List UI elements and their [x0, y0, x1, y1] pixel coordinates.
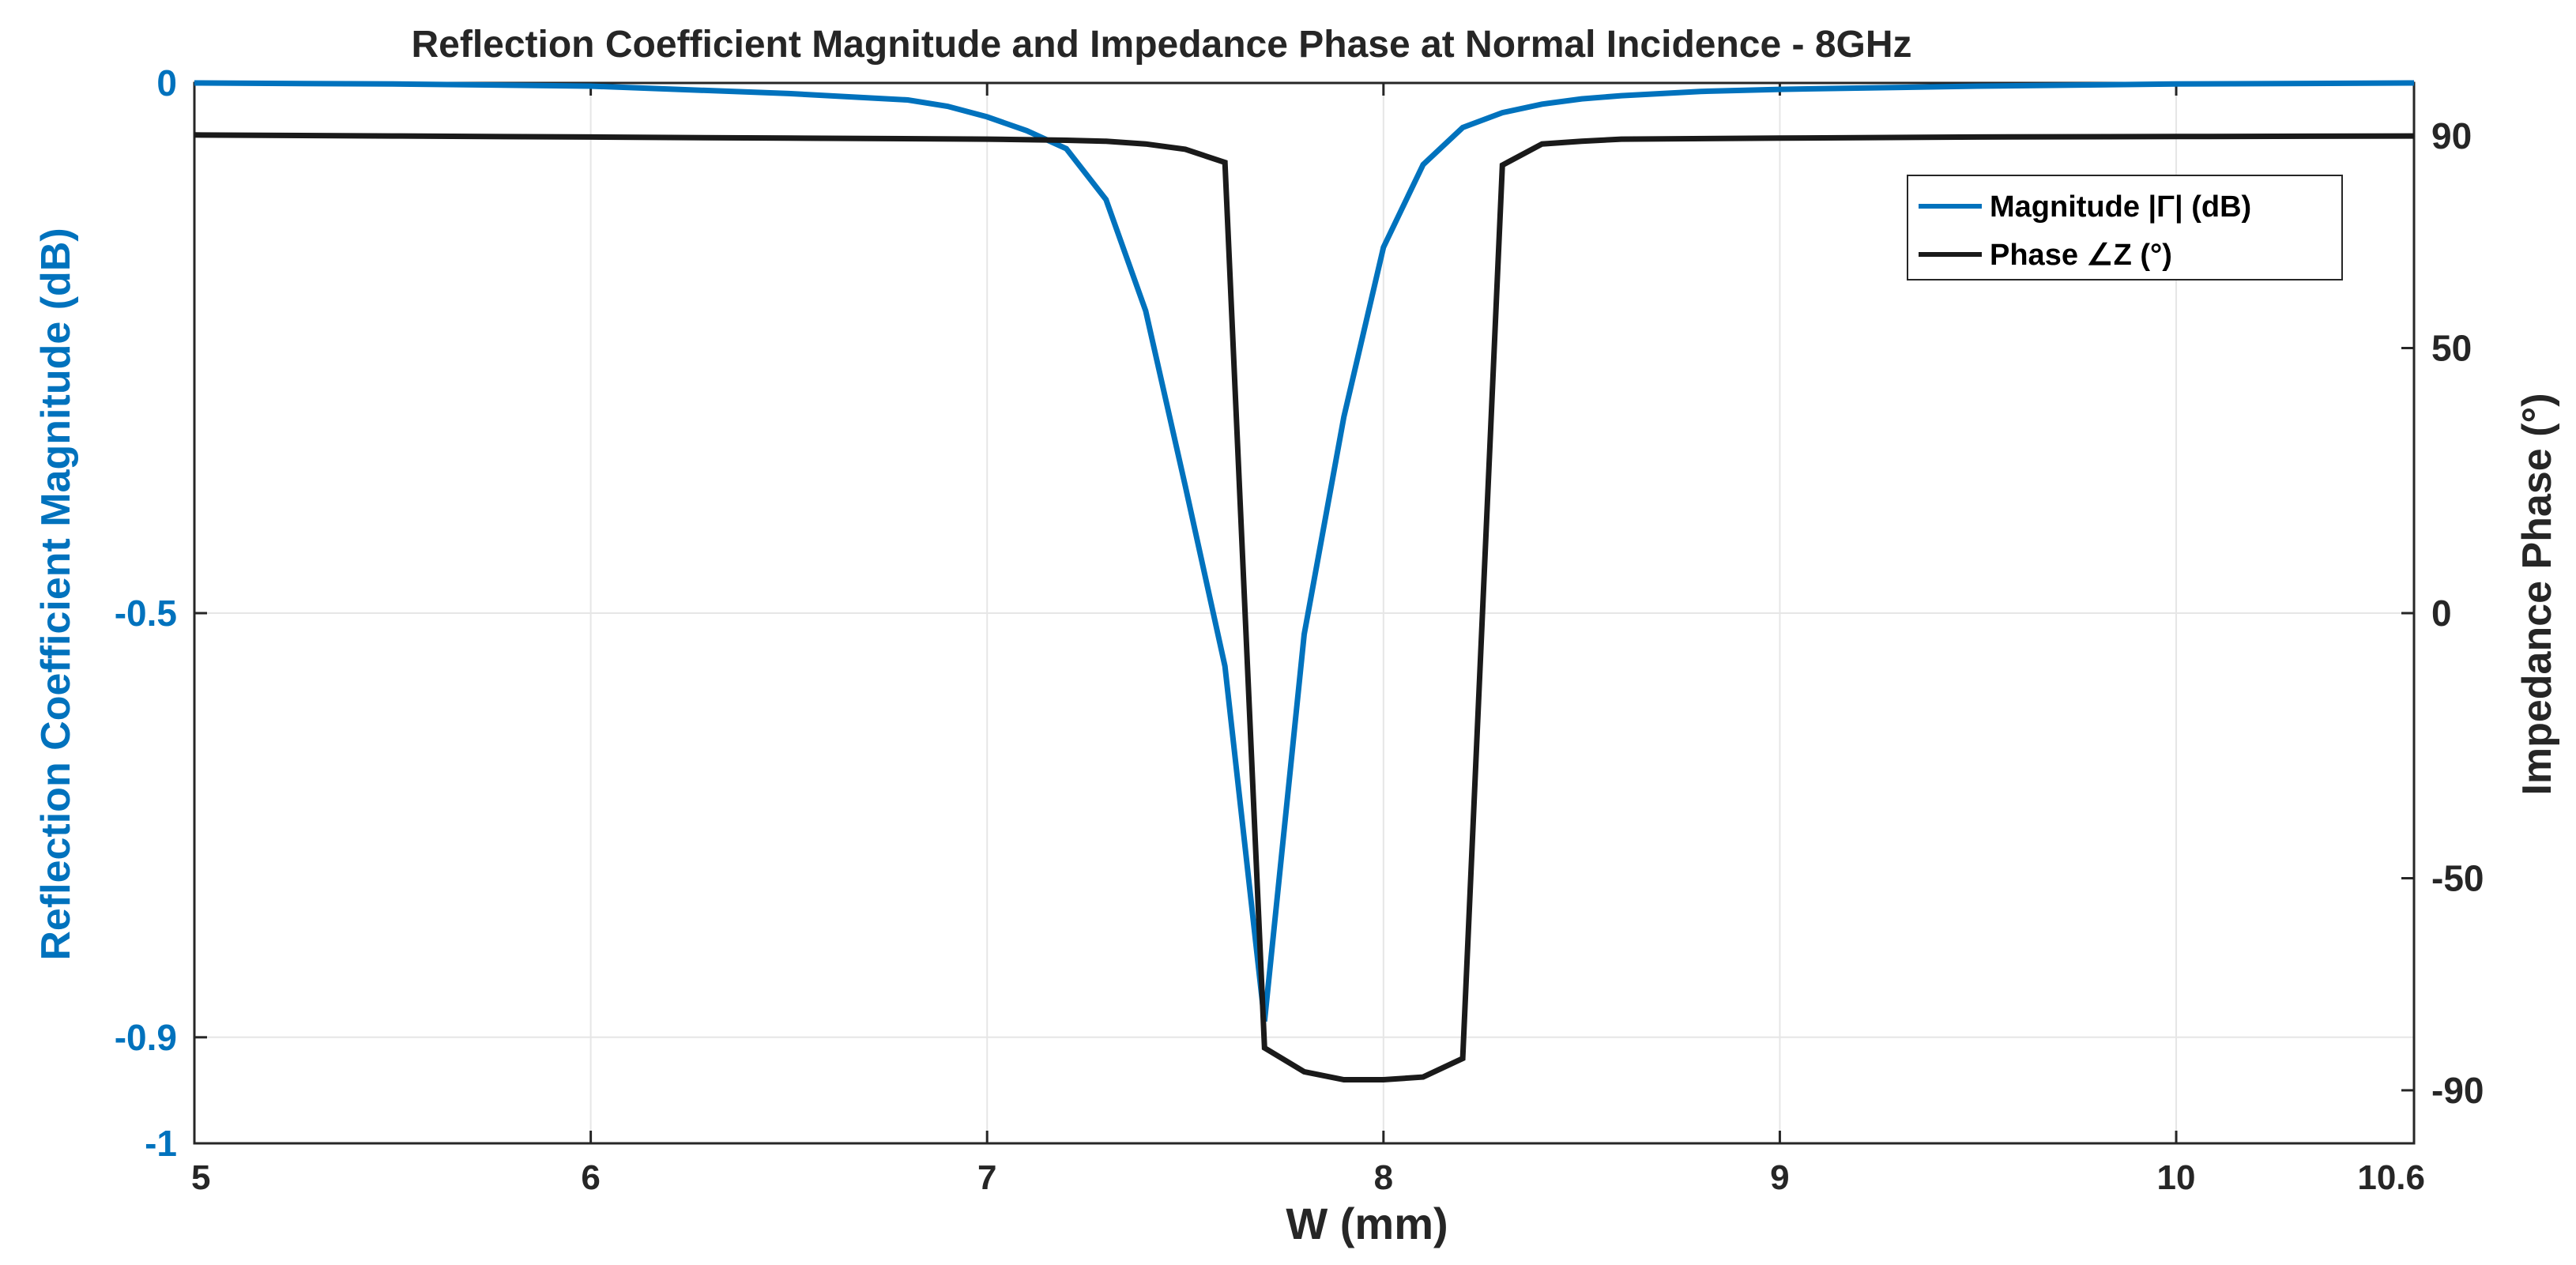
magnitude-line-point: [1581, 98, 1583, 100]
magnitude-line-point: [1224, 665, 1226, 667]
phase-line-point: [1145, 143, 1147, 145]
phase-line-point: [2175, 136, 2177, 137]
left-y-tick-label: -0.5: [115, 593, 177, 634]
right-y-tick-label: 90: [2431, 115, 2472, 156]
right-y-tick-label: -50: [2431, 858, 2484, 899]
magnitude-line-point: [1383, 247, 1384, 248]
x-axis-label: W (mm): [1286, 1199, 1448, 1248]
magnitude-line-point: [2413, 82, 2415, 84]
magnitude-line-point: [947, 106, 948, 107]
phase-line-point: [1304, 1071, 1305, 1072]
magnitude-line-point: [1026, 130, 1027, 131]
x-tick-label: 10: [2157, 1158, 2196, 1197]
phase-line-point: [2413, 135, 2415, 137]
right-y-tick-label: 50: [2431, 328, 2472, 369]
legend-label-phase: Phase ∠Z (°): [1990, 239, 2172, 272]
magnitude-line-point: [590, 85, 592, 87]
magnitude-line-point: [392, 83, 394, 85]
series: [194, 80, 2415, 1082]
phase-line-point: [1224, 162, 1226, 164]
x-tick-label: 9: [1770, 1158, 1789, 1197]
phase-line-point: [1501, 164, 1503, 166]
axis-ticks: 5 6 7 8 9 10 10.6 -1 -0.9 -0.5 0 -90 -50 0 50 90: [115, 62, 2484, 1197]
magnitude-line-point: [194, 82, 195, 84]
x-tick-label: 7: [977, 1158, 996, 1197]
phase-line-point: [1343, 1079, 1345, 1080]
magnitude-line: [194, 80, 2415, 1022]
magnitude-line-point: [1700, 91, 1701, 92]
left-y-tick-label: -1: [145, 1123, 177, 1164]
phase-line-point: [194, 134, 195, 136]
x-tick-label: 8: [1374, 1158, 1393, 1197]
magnitude-line-point: [1343, 416, 1345, 418]
magnitude-line-point: [1422, 164, 1424, 165]
phase-line-point: [1383, 1079, 1384, 1080]
x-tick-label: 6: [581, 1158, 600, 1197]
left-y-axis-label: Reflection Coefficient Magnitude (dB): [33, 228, 79, 960]
magnitude-line-point: [1977, 85, 1979, 87]
right-y-axis-label: Impedance Phase (°): [2514, 393, 2560, 795]
left-y-tick-label: -0.9: [115, 1017, 177, 1058]
x-tick-label: 5: [191, 1158, 210, 1197]
legend: Magnitude |Γ| (dB) Phase ∠Z (°): [1907, 175, 2343, 280]
x-tick-label: 10.6: [2357, 1158, 2425, 1197]
phase-line-point: [1264, 1047, 1265, 1049]
phase-line: [194, 132, 2415, 1082]
magnitude-line-point: [1184, 485, 1186, 487]
right-y-tick-label: -90: [2431, 1070, 2484, 1111]
legend-label-magnitude: Magnitude |Γ| (dB): [1990, 190, 2251, 224]
phase-line-point: [1779, 137, 1780, 139]
chart-title: Reflection Coefficient Magnitude and Imp…: [411, 24, 1911, 66]
legend-box: [1907, 175, 2343, 280]
magnitude-line-point: [1779, 88, 1780, 90]
left-y-tick-label: 0: [156, 62, 177, 104]
phase-line-point: [986, 138, 988, 140]
magnitude-line-point: [986, 116, 988, 118]
phase-line-point: [1066, 140, 1067, 141]
magnitude-line-point: [2175, 83, 2177, 85]
right-y-tick-label: 0: [2431, 593, 2452, 634]
phase-line-point: [1422, 1076, 1424, 1078]
magnitude-line-point: [1105, 199, 1107, 201]
phase-line-point: [392, 135, 394, 137]
magnitude-line-point: [1501, 112, 1503, 114]
